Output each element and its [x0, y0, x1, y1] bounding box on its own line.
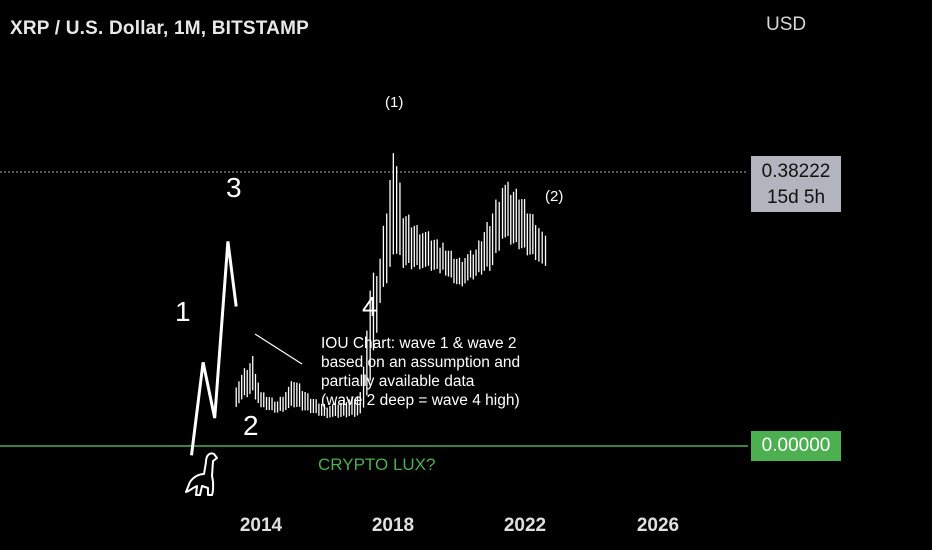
x-tick-label: 2014 [239, 515, 283, 536]
crypto-lux-label: CRYPTO LUX? [318, 455, 436, 474]
price-bars [235, 153, 547, 419]
note-line: (wave 2 deep = wave 4 high) [321, 392, 520, 409]
last-price-value: 0.38222 [761, 161, 831, 182]
bar-countdown: 15d 5h [766, 187, 826, 208]
wave-3-label: 3 [226, 172, 242, 203]
elliott-wave-path [190, 241, 238, 456]
chart-title: XRP / U.S. Dollar, 1M, BITSTAMP [10, 18, 309, 39]
x-tick-label: 2022 [503, 515, 547, 536]
wave-1-paren-label: (1) [385, 94, 404, 111]
note-pointer-line [254, 333, 303, 365]
iou-note: IOU Chart: wave 1 & wave 2 based on an a… [321, 334, 551, 410]
note-line: partially available data [321, 373, 475, 390]
wave-2-paren-label: (2) [545, 188, 564, 205]
x-tick-label: 2026 [636, 515, 680, 536]
x-tick-label: 2018 [371, 515, 415, 536]
note-line: based on an assumption and [321, 354, 521, 371]
currency-label[interactable]: USD [766, 14, 807, 35]
wave-1-label: 1 [175, 296, 191, 327]
note-line: IOU Chart: wave 1 & wave 2 [321, 335, 517, 352]
dinosaur-icon [185, 452, 218, 496]
zero-line-label: 0.00000 [751, 431, 841, 461]
last-price-label: 0.38222 15d 5h [751, 156, 841, 212]
wave-4-label: 4 [362, 291, 378, 322]
wave-2-label: 2 [243, 410, 259, 441]
